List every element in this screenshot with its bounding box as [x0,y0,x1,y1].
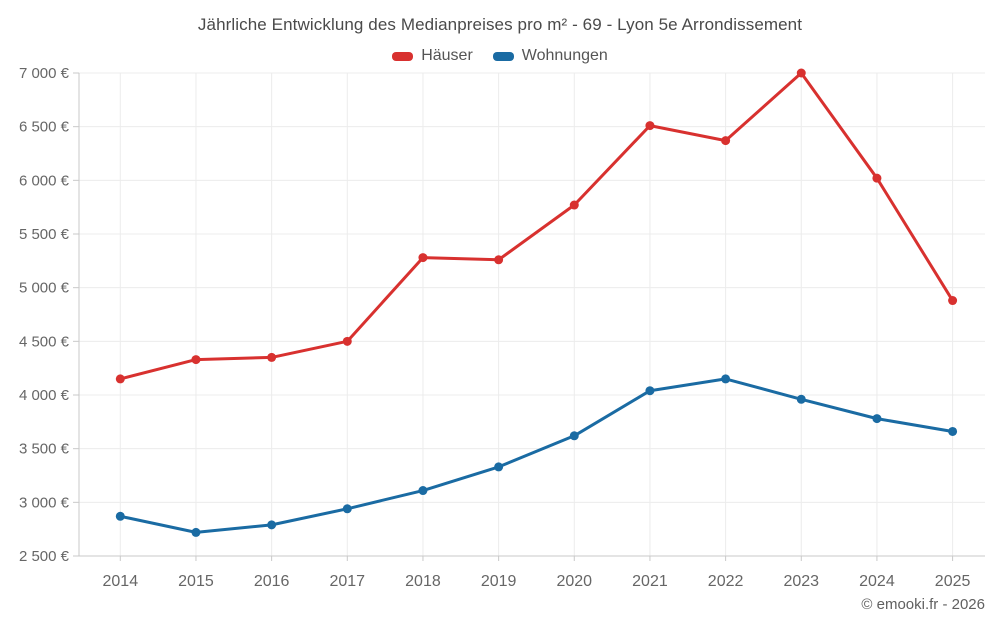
data-point-hauser-2015[interactable] [191,355,201,365]
data-point-wohnungen-2022[interactable] [721,374,731,384]
data-point-hauser-2022[interactable] [721,136,731,146]
y-tick-label: 4 000 € [19,387,70,404]
data-point-wohnungen-2023[interactable] [796,394,806,404]
legend-item-hauser[interactable]: Häuser [392,47,473,65]
legend-swatch-icon [492,51,514,61]
x-tick-label: 2020 [556,573,592,590]
data-point-wohnungen-2024[interactable] [872,414,882,424]
legend-item-wohnungen[interactable]: Wohnungen [492,47,608,65]
y-tick-label: 3 000 € [19,494,70,511]
data-point-hauser-2024[interactable] [872,173,882,183]
x-tick-label: 2014 [103,573,139,590]
data-point-hauser-2019[interactable] [494,255,504,265]
hauser-line [118,71,955,381]
data-point-wohnungen-2025[interactable] [948,426,958,436]
chart-legend: Häuser Wohnungen [0,47,1000,65]
data-point-wohnungen-2019[interactable] [494,462,504,472]
x-tick-label: 2019 [481,573,517,590]
legend-label: Wohnungen [521,47,608,64]
data-point-hauser-2018[interactable] [418,253,428,263]
x-tick-label: 2025 [935,573,971,590]
data-point-wohnungen-2018[interactable] [418,486,428,496]
data-point-hauser-2025[interactable] [948,296,958,306]
y-tick-label: 3 500 € [19,441,70,458]
x-tick-label: 2021 [632,573,668,590]
y-tick-label: 6 000 € [19,172,70,189]
data-point-hauser-2016[interactable] [267,352,277,362]
y-tick-label: 7 000 € [19,65,70,82]
data-point-wohnungen-2014[interactable] [115,511,125,521]
y-tick-label: 2 500 € [19,548,70,565]
series-wohnungen [115,374,958,537]
data-point-wohnungen-2017[interactable] [342,504,352,514]
chart-title: Jährliche Entwicklung des Medianpreises … [197,15,803,34]
data-point-hauser-2020[interactable] [569,200,579,210]
x-tick-label: 2022 [708,573,744,590]
data-point-wohnungen-2021[interactable] [645,386,655,396]
data-point-hauser-2017[interactable] [342,336,352,346]
x-tick-label: 2016 [254,573,290,590]
x-tick-label: 2018 [405,573,441,590]
y-tick-label: 4 500 € [19,333,70,350]
y-tick-label: 5 000 € [19,280,70,297]
x-tick-label: 2024 [859,573,895,590]
y-tick-label: 6 500 € [19,119,70,136]
legend-swatch-icon [392,51,414,61]
copyright-text: © emooki.fr - 2026 [861,596,985,613]
y-tick-label: 5 500 € [19,226,70,243]
y-axis: 7 000 € 6 500 € 6 000 € 5 500 € 5 000 € 4 500… [19,65,985,565]
data-point-hauser-2023[interactable] [796,68,806,78]
data-point-wohnungen-2016[interactable] [267,520,277,530]
data-point-wohnungen-2020[interactable] [569,431,579,441]
x-axis: 2014 2015 2016 2017 2018 2019 2020 2021 2022 2023… [103,73,971,590]
series-hauser [115,68,958,384]
x-tick-label: 2015 [178,573,214,590]
data-point-hauser-2021[interactable] [645,121,655,131]
data-point-wohnungen-2015[interactable] [191,527,201,537]
wohnungen-line [118,377,955,534]
legend-label: Häuser [421,47,473,64]
x-tick-label: 2017 [329,573,365,590]
data-point-hauser-2014[interactable] [115,374,125,384]
x-tick-label: 2023 [783,573,819,590]
